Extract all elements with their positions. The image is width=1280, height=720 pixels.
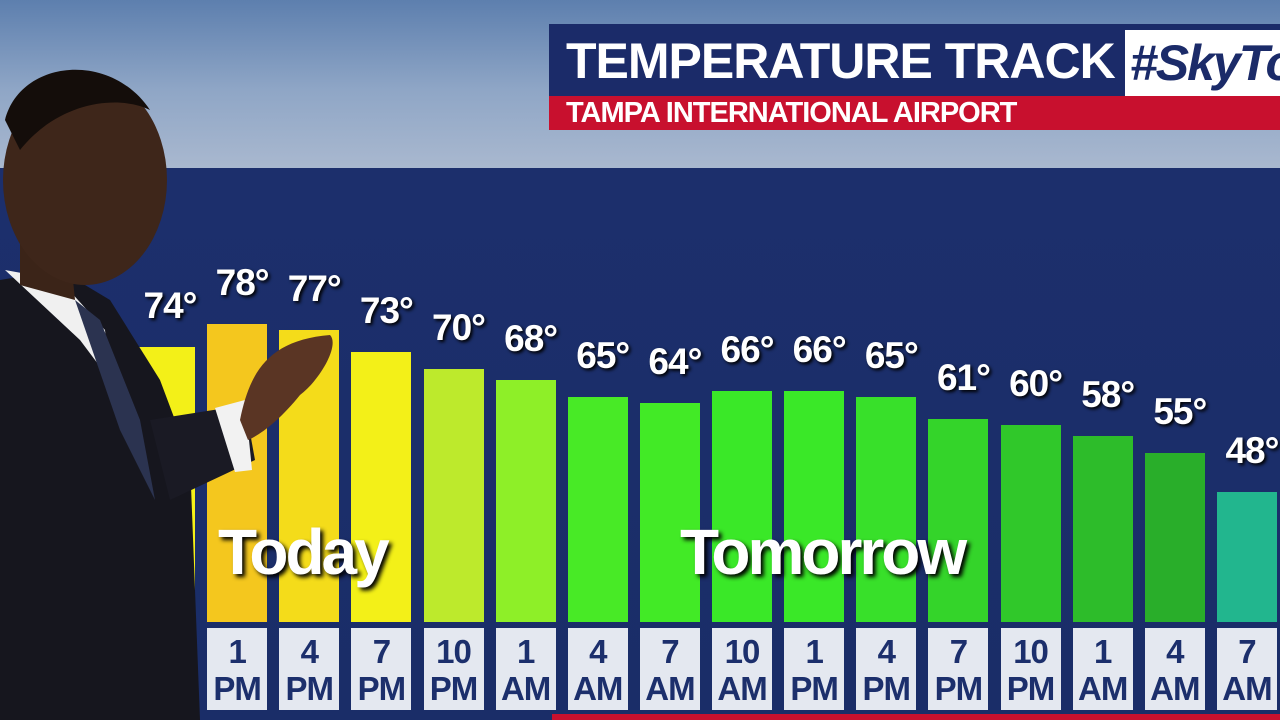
x-tick-label: 7 PM xyxy=(928,628,989,710)
data-label: 68° xyxy=(504,318,558,360)
data-label: 64° xyxy=(648,340,702,382)
bar xyxy=(712,391,773,622)
bar xyxy=(1144,453,1205,622)
x-tick-label: 10 PM xyxy=(423,628,484,710)
annotation: Today xyxy=(218,516,390,588)
data-label: 65° xyxy=(576,335,630,376)
data-label: 66° xyxy=(720,329,775,371)
annotation: Tomorrow xyxy=(680,516,967,588)
title: TEMPERATURE TRACK xyxy=(566,33,1116,89)
hair xyxy=(5,69,150,150)
bar xyxy=(1000,425,1061,622)
head xyxy=(3,75,167,285)
x-tick-label: 10 PM xyxy=(1000,628,1061,710)
data-label: 65° xyxy=(864,335,919,376)
bar xyxy=(639,402,700,622)
data-label: 48° xyxy=(1225,430,1279,472)
subtitle-box xyxy=(549,96,1280,130)
x-tick-label: 7 AM xyxy=(639,628,700,710)
x-tick-label: 7 PM xyxy=(351,628,412,710)
bar xyxy=(351,352,412,622)
x-tick-label: 4 PM xyxy=(856,628,917,710)
tie xyxy=(75,300,155,500)
x-tick-label: 1 PM xyxy=(207,628,268,710)
hashtag: #SkyTo xyxy=(1130,35,1280,91)
subtitle: TAMPA INTERNATIONAL AIRPORT xyxy=(566,97,1017,129)
bar xyxy=(928,419,989,622)
x-tick-label: 4 PM xyxy=(279,628,340,710)
data-label: 73° xyxy=(359,290,414,332)
bar xyxy=(567,397,628,622)
bar xyxy=(1216,492,1277,622)
data-label: 74° xyxy=(143,284,198,326)
x-tick-label: 1 AM xyxy=(495,628,556,710)
data-label: 61° xyxy=(936,357,991,399)
hand xyxy=(240,335,333,440)
bar xyxy=(1072,436,1133,622)
bar xyxy=(495,380,556,622)
bar xyxy=(784,391,845,622)
data-label: 77° xyxy=(287,267,342,309)
x-tick-label: 7 AM xyxy=(1216,628,1277,710)
x-tick-label: 10 AM xyxy=(712,628,773,710)
x-tick-label: 1 PM xyxy=(784,628,845,710)
data-label: 78° xyxy=(215,262,270,304)
data-label: 66° xyxy=(792,329,847,371)
suit xyxy=(0,270,200,720)
bar xyxy=(856,397,917,622)
x-tick-label: 4 AM xyxy=(1144,628,1205,710)
x-tick-label: 4 AM xyxy=(567,628,628,710)
bar xyxy=(423,369,484,622)
data-label: 58° xyxy=(1081,374,1135,416)
hashtag-box xyxy=(1125,30,1280,96)
data-label: 55° xyxy=(1153,391,1207,432)
data-label: 70° xyxy=(432,307,486,348)
bottom-strip xyxy=(552,714,1280,720)
data-label: 60° xyxy=(1009,363,1063,404)
x-tick-label: 1 AM xyxy=(1072,628,1133,710)
